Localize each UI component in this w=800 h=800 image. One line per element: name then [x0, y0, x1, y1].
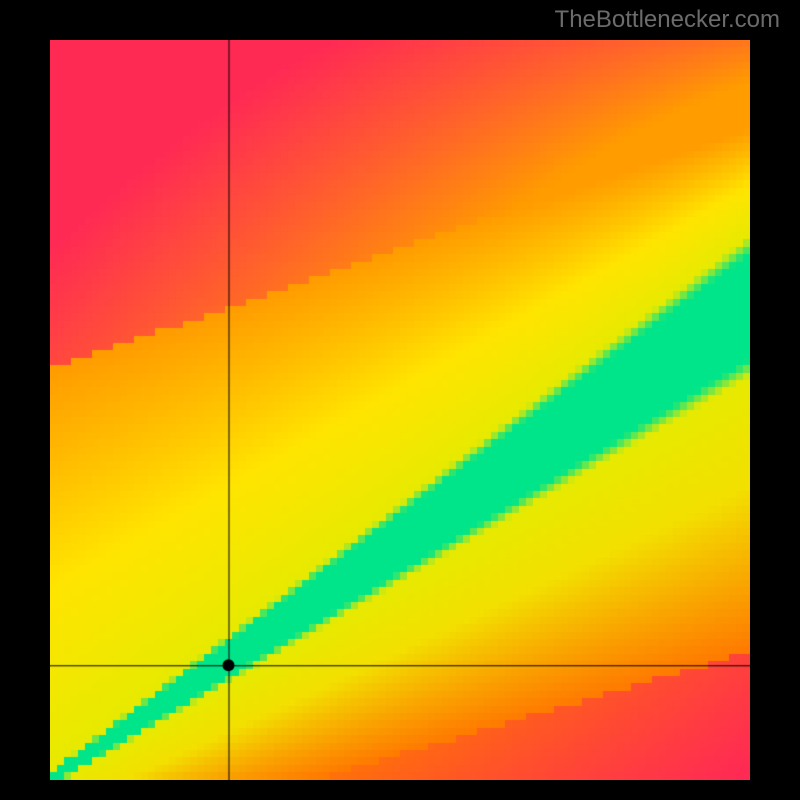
heatmap-canvas: [50, 40, 750, 780]
chart-container: TheBottlenecker.com: [0, 0, 800, 800]
heatmap-plot: [50, 40, 750, 780]
watermark-text: TheBottlenecker.com: [555, 6, 780, 34]
